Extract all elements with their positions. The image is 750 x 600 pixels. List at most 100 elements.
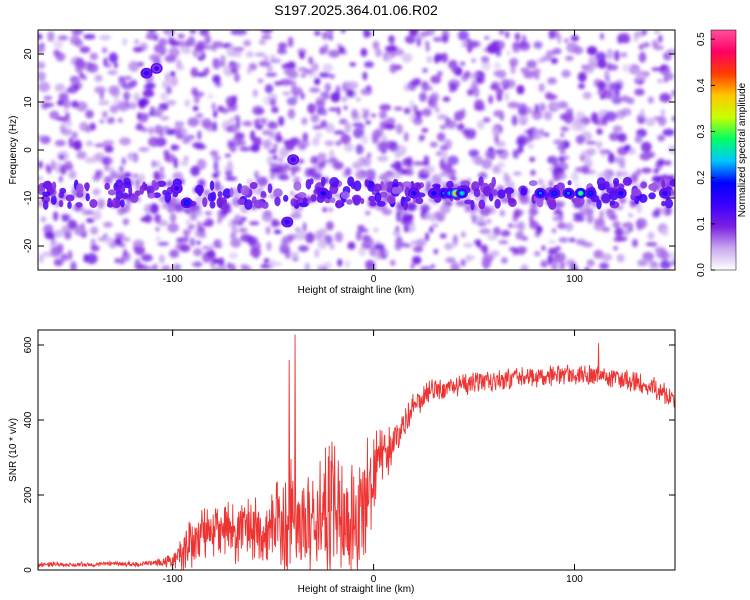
y-tick-label: -20 bbox=[23, 238, 34, 253]
noise-blob bbox=[344, 122, 352, 133]
noise-blob bbox=[533, 41, 543, 49]
band-blob bbox=[42, 200, 49, 210]
noise-blob bbox=[155, 226, 160, 232]
noise-blob bbox=[651, 210, 660, 218]
noise-blob bbox=[641, 167, 652, 174]
noise-blob bbox=[647, 231, 655, 240]
noise-blob bbox=[227, 160, 233, 171]
noise-blob bbox=[199, 30, 210, 37]
noise-blob bbox=[71, 30, 84, 36]
noise-blob bbox=[372, 133, 379, 145]
noise-blob bbox=[418, 174, 429, 179]
band-blob bbox=[122, 180, 132, 189]
noise-blob bbox=[614, 227, 624, 237]
noise-blob bbox=[370, 113, 377, 118]
chart-title: S197.2025.364.01.06.R02 bbox=[274, 2, 438, 18]
noise-blob bbox=[493, 70, 502, 77]
noise-blob bbox=[577, 71, 587, 83]
noise-blob bbox=[432, 223, 439, 228]
noise-blob bbox=[505, 79, 516, 89]
noise-blob bbox=[358, 246, 367, 257]
noise-blob bbox=[639, 152, 651, 161]
noise-blob bbox=[468, 149, 480, 158]
noise-blob bbox=[160, 116, 170, 121]
noise-blob bbox=[79, 46, 91, 54]
noise-blob bbox=[243, 40, 252, 47]
noise-blob bbox=[155, 236, 162, 243]
noise-blob bbox=[136, 111, 142, 121]
noise-blob bbox=[127, 153, 135, 161]
noise-blob bbox=[269, 172, 276, 180]
noise-blob bbox=[362, 234, 371, 243]
noise-blob bbox=[606, 64, 619, 71]
noise-blob bbox=[158, 46, 168, 55]
noise-blob bbox=[71, 100, 79, 109]
noise-blob bbox=[412, 117, 423, 126]
noise-blob bbox=[584, 267, 590, 270]
noise-blob bbox=[360, 48, 368, 57]
noise-blob bbox=[534, 73, 540, 80]
noise-blob bbox=[225, 176, 238, 181]
noise-blob bbox=[169, 249, 180, 259]
noise-blob bbox=[300, 92, 305, 100]
noise-blob bbox=[668, 252, 675, 261]
noise-blob bbox=[473, 86, 480, 98]
noise-blob bbox=[86, 62, 99, 73]
noise-blob bbox=[122, 248, 128, 258]
hotspot bbox=[185, 201, 189, 205]
noise-blob bbox=[344, 167, 352, 177]
noise-blob bbox=[269, 162, 279, 168]
noise-blob bbox=[38, 134, 44, 141]
noise-blob bbox=[328, 30, 333, 34]
noise-blob bbox=[600, 32, 604, 40]
noise-blob bbox=[274, 135, 284, 143]
noise-blob bbox=[118, 165, 124, 173]
noise-blob bbox=[362, 71, 368, 81]
noise-blob bbox=[137, 263, 145, 270]
noise-blob bbox=[518, 41, 531, 51]
noise-blob bbox=[430, 264, 436, 269]
noise-blob bbox=[177, 33, 185, 39]
noise-blob bbox=[580, 150, 592, 160]
noise-blob bbox=[43, 95, 53, 101]
noise-blob bbox=[228, 142, 235, 147]
noise-blob bbox=[545, 50, 556, 57]
noise-blob bbox=[137, 62, 144, 67]
band-blob bbox=[651, 181, 658, 193]
noise-blob bbox=[229, 252, 238, 260]
noise-blob bbox=[482, 245, 489, 256]
band-blob bbox=[273, 188, 283, 198]
noise-blob bbox=[460, 61, 466, 66]
noise-blob bbox=[167, 180, 173, 188]
noise-blob bbox=[121, 157, 127, 166]
hotspot bbox=[579, 191, 583, 195]
noise-blob bbox=[194, 45, 205, 53]
noise-blob bbox=[291, 251, 299, 259]
noise-blob bbox=[493, 226, 501, 236]
band-blob bbox=[146, 185, 155, 195]
band-blob bbox=[209, 180, 215, 191]
hotspot bbox=[175, 186, 179, 190]
noise-blob bbox=[314, 77, 321, 86]
noise-blob bbox=[537, 178, 544, 185]
noise-blob bbox=[649, 151, 656, 158]
noise-blob bbox=[550, 57, 558, 64]
noise-blob bbox=[548, 30, 555, 40]
noise-blob bbox=[220, 107, 230, 114]
noise-blob bbox=[383, 51, 388, 62]
noise-blob bbox=[605, 81, 617, 91]
noise-blob bbox=[277, 157, 284, 163]
band-blob bbox=[329, 177, 340, 188]
noise-blob bbox=[53, 49, 61, 57]
noise-blob bbox=[534, 229, 541, 238]
noise-blob bbox=[645, 241, 658, 247]
noise-blob bbox=[193, 248, 203, 257]
band-blob bbox=[237, 198, 246, 205]
noise-blob bbox=[164, 55, 177, 63]
noise-blob bbox=[120, 243, 126, 248]
noise-blob bbox=[142, 89, 155, 98]
noise-blob bbox=[297, 141, 303, 150]
noise-blob bbox=[437, 114, 448, 120]
noise-blob bbox=[206, 249, 216, 258]
noise-blob bbox=[294, 227, 302, 233]
